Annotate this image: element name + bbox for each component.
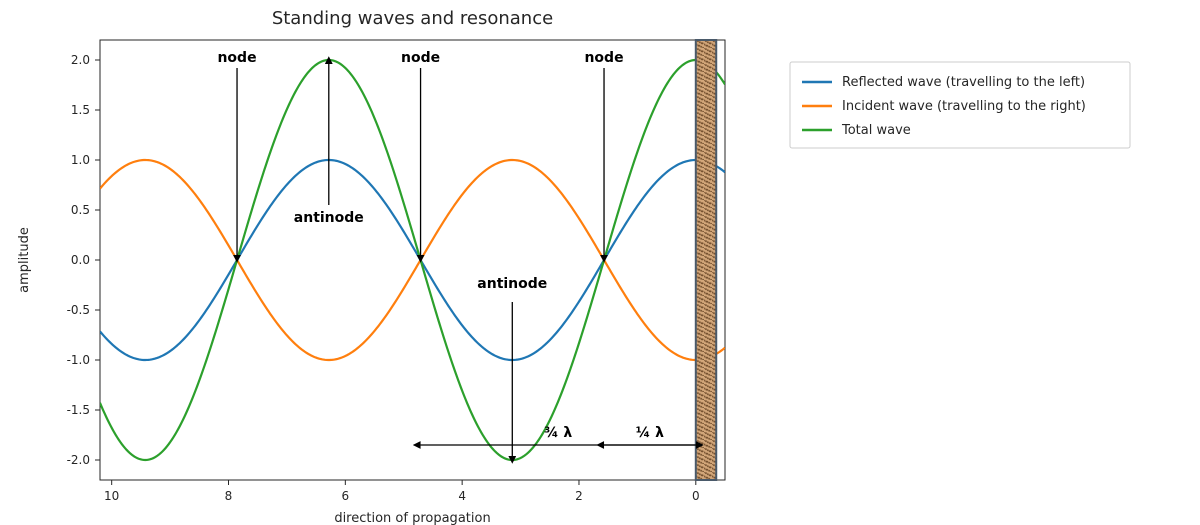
ytick-label: 1.5 bbox=[71, 103, 90, 117]
ytick-label: -0.5 bbox=[67, 303, 90, 317]
ytick-label: 0.0 bbox=[71, 253, 90, 267]
node-label: node bbox=[584, 50, 623, 66]
series-line bbox=[100, 160, 725, 360]
ytick-label: -1.5 bbox=[67, 403, 90, 417]
antinode-label: antinode bbox=[294, 210, 364, 226]
ytick-label: -1.0 bbox=[67, 353, 90, 367]
ytick-label: 2.0 bbox=[71, 53, 90, 67]
xlabel: direction of propagation bbox=[334, 511, 490, 525]
ytick-label: 0.5 bbox=[71, 203, 90, 217]
wavelength-label: ¼ λ bbox=[636, 425, 664, 441]
ytick-label: -2.0 bbox=[67, 453, 90, 467]
wall bbox=[696, 40, 716, 480]
legend-label: Reflected wave (travelling to the left) bbox=[842, 75, 1085, 90]
xtick-label: 6 bbox=[342, 489, 350, 503]
wavelength-label: ¾ λ bbox=[544, 425, 572, 441]
xtick-label: 8 bbox=[225, 489, 233, 503]
legend-label: Total wave bbox=[841, 123, 911, 138]
series-line bbox=[100, 160, 725, 360]
xtick-label: 2 bbox=[575, 489, 583, 503]
legend: Reflected wave (travelling to the left) I… bbox=[790, 62, 1130, 148]
node-label: node bbox=[401, 50, 440, 66]
axis-box bbox=[100, 40, 725, 480]
ylabel: amplitude bbox=[17, 227, 32, 293]
xtick-label: 4 bbox=[458, 489, 466, 503]
xtick-label: 0 bbox=[692, 489, 700, 503]
ytick-label: 1.0 bbox=[71, 153, 90, 167]
chart-title: Standing waves and resonance bbox=[272, 8, 553, 29]
series-line bbox=[100, 60, 725, 460]
node-label: node bbox=[217, 50, 256, 66]
antinode-label: antinode bbox=[477, 276, 547, 292]
legend-label: Incident wave (travelling to the right) bbox=[842, 99, 1086, 114]
xtick-label: 10 bbox=[104, 489, 119, 503]
